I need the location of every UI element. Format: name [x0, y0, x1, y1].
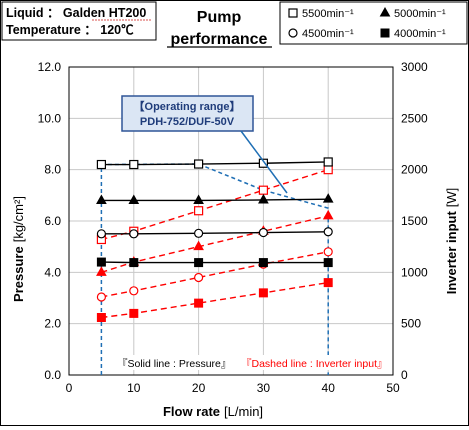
x-axis-title: Flow rate [L/min] [163, 404, 263, 419]
pressure-point [323, 227, 333, 237]
inverter-point [96, 266, 107, 276]
legend-marker-square-open [288, 8, 298, 18]
x-tick-label: 50 [386, 381, 400, 395]
y-right-tick-label: 1000 [401, 265, 428, 279]
pressure-point [258, 158, 268, 168]
pressure-point [194, 159, 204, 169]
inverter-line [101, 251, 329, 298]
operating-range [100, 163, 329, 375]
inverter-line [101, 281, 329, 319]
pressure-point [129, 258, 139, 268]
pressure-point [193, 194, 204, 204]
inverter-point [194, 206, 204, 216]
legend-label: 4000min⁻¹ [394, 28, 446, 40]
line-style-notes-bg [114, 355, 390, 370]
x-tick-label: 0 [66, 381, 73, 395]
axis-ticks: 0 10 20 30 40 50 0.0 2.0 4.0 6.0 8.0 10.0 12.0 0 500 10… [38, 60, 428, 395]
legend-marker-circle-open [288, 28, 298, 38]
inverter-point [96, 313, 106, 323]
legend-label: 5500min⁻¹ [302, 8, 354, 20]
y-left-axis-title: Pressure [kg/cm²] [11, 196, 26, 302]
y-left-axis-label: Pressure [11, 246, 26, 302]
y-left-tick-label: 6.0 [44, 214, 61, 228]
pressure-point [96, 257, 106, 267]
y-right-tick-label: 500 [401, 317, 421, 331]
pressure-series [96, 157, 334, 268]
y-right-axis-label: Inverter input [444, 211, 459, 295]
y-right-tick-label: 3000 [401, 60, 428, 74]
inverter-point [322, 209, 334, 220]
pressure-point [323, 157, 333, 167]
inverter-point [194, 298, 204, 308]
x-tick-label: 30 [257, 381, 271, 395]
pressure-point [258, 258, 268, 268]
y-left-tick-label: 4.0 [44, 265, 61, 279]
inverter-point [193, 240, 204, 251]
temperature-label: Temperature ： 120℃ [6, 23, 134, 37]
liquid-label: Liquid ： Galden HT200 [6, 6, 146, 20]
inverter-point [323, 247, 333, 257]
y-right-tick-label: 0 [401, 368, 408, 382]
chart-title-line2: performance [171, 31, 268, 48]
y-right-axis-unit: [W] [444, 188, 459, 208]
pressure-point [258, 227, 268, 238]
callout-pointer [240, 130, 288, 194]
callout-heading: 【Operating range】 [134, 100, 241, 113]
x-axis-label: Flow rate [163, 404, 220, 419]
x-tick-label: 20 [192, 381, 206, 395]
inverter-point [129, 286, 139, 296]
y-left-tick-label: 2.0 [44, 317, 61, 331]
pressure-point [129, 229, 139, 239]
callout-model: PDH-752/DUF-50V [140, 116, 235, 128]
inverter-point [96, 292, 107, 302]
legend: 5500min⁻¹ 5000min⁻¹ 4500min⁻¹ 4000min⁻¹ [288, 6, 446, 40]
y-right-axis-title: Inverter input [W] [444, 188, 459, 295]
pressure-point [194, 258, 204, 268]
inverter-point [129, 308, 139, 318]
legend-box [279, 1, 468, 45]
operating-range-callout [121, 95, 254, 132]
inverter-point [258, 288, 268, 298]
dashed-line-note: 『Dashed line : Inverter input』 [241, 358, 388, 370]
liquid-info-box [1, 1, 157, 41]
y-right-tick-label: 2000 [401, 163, 428, 177]
pressure-point [323, 258, 333, 268]
y-left-tick-label: 8.0 [44, 163, 61, 177]
y-right-tick-label: 1500 [401, 214, 428, 228]
x-tick-label: 10 [127, 381, 141, 395]
y-right-tick-label: 2500 [401, 111, 428, 125]
legend-label: 4500min⁻¹ [302, 28, 354, 40]
x-tick-label: 40 [322, 381, 336, 395]
pressure-point [194, 228, 204, 238]
legend-label: 5000min⁻¹ [394, 8, 446, 20]
pressure-point [96, 159, 107, 170]
plot-area-border [68, 66, 394, 376]
y-left-tick-label: 10.0 [38, 111, 62, 125]
inverter-point [323, 278, 333, 288]
legend-marker-square-filled [380, 28, 390, 38]
pressure-point [96, 194, 107, 204]
inverter-point [258, 185, 268, 195]
inverter-point [194, 272, 204, 283]
y-left-axis-unit: [kg/cm²] [11, 196, 26, 242]
legend-marker-triangle-filled [379, 6, 391, 17]
y-left-tick-label: 0.0 [44, 368, 61, 382]
pressure-point [322, 193, 334, 203]
inverter-point [323, 165, 333, 175]
inverter-input-series [96, 165, 334, 323]
y-left-tick-label: 12.0 [38, 60, 62, 74]
solid-line-note: 『Solid line : Pressure』 [117, 358, 231, 370]
x-axis-unit: [L/min] [224, 404, 263, 419]
pressure-point [258, 193, 269, 204]
chart-title-line1: Pump [197, 9, 242, 26]
operating-range-boundary [100, 163, 329, 375]
pressure-point [129, 159, 139, 170]
pressure-point [96, 229, 107, 239]
pressure-point [128, 194, 140, 204]
